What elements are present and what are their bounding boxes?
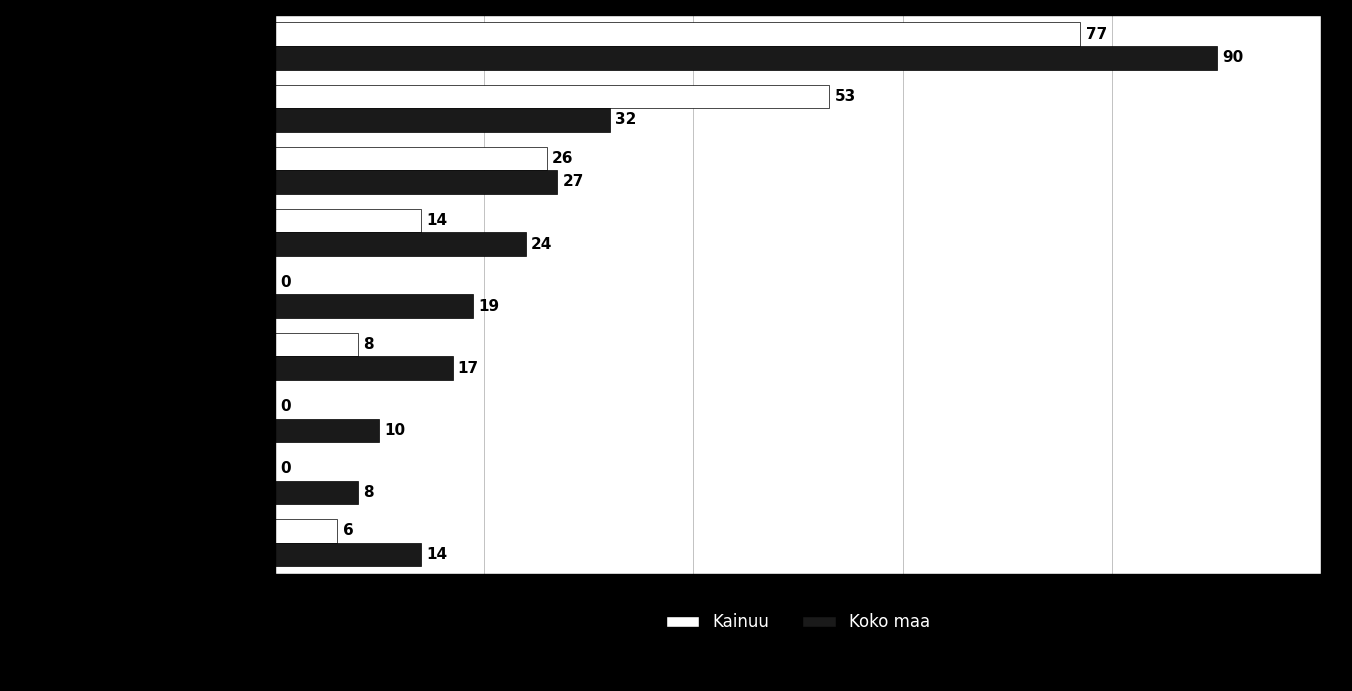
Text: 14: 14: [426, 213, 448, 228]
Text: 77: 77: [1086, 27, 1107, 41]
Text: 0: 0: [280, 399, 291, 414]
Text: 8: 8: [364, 337, 375, 352]
Bar: [274, 294, 473, 318]
Bar: [274, 46, 1217, 70]
Text: 26: 26: [552, 151, 573, 166]
Legend: Kainuu, Koko maa: Kainuu, Koko maa: [658, 607, 937, 638]
Bar: [274, 542, 420, 566]
Bar: [274, 333, 358, 357]
Bar: [274, 84, 829, 108]
Text: 0: 0: [280, 275, 291, 290]
Bar: [274, 519, 338, 542]
Bar: [274, 146, 546, 170]
Bar: [274, 22, 1080, 46]
Text: 17: 17: [458, 361, 479, 376]
Text: 10: 10: [384, 423, 406, 438]
Text: 19: 19: [479, 299, 500, 314]
Text: 8: 8: [364, 485, 375, 500]
Bar: [274, 170, 557, 193]
Bar: [274, 419, 380, 442]
Text: 6: 6: [342, 523, 353, 538]
Text: 32: 32: [615, 113, 637, 127]
Text: 24: 24: [531, 236, 553, 252]
Bar: [274, 209, 420, 232]
Text: 0: 0: [280, 462, 291, 476]
Text: 53: 53: [834, 89, 856, 104]
Bar: [274, 357, 453, 380]
Bar: [274, 232, 526, 256]
Text: 27: 27: [562, 175, 584, 189]
Bar: [274, 108, 610, 132]
Text: 14: 14: [426, 547, 448, 562]
Text: 90: 90: [1222, 50, 1242, 66]
Bar: [274, 480, 358, 504]
